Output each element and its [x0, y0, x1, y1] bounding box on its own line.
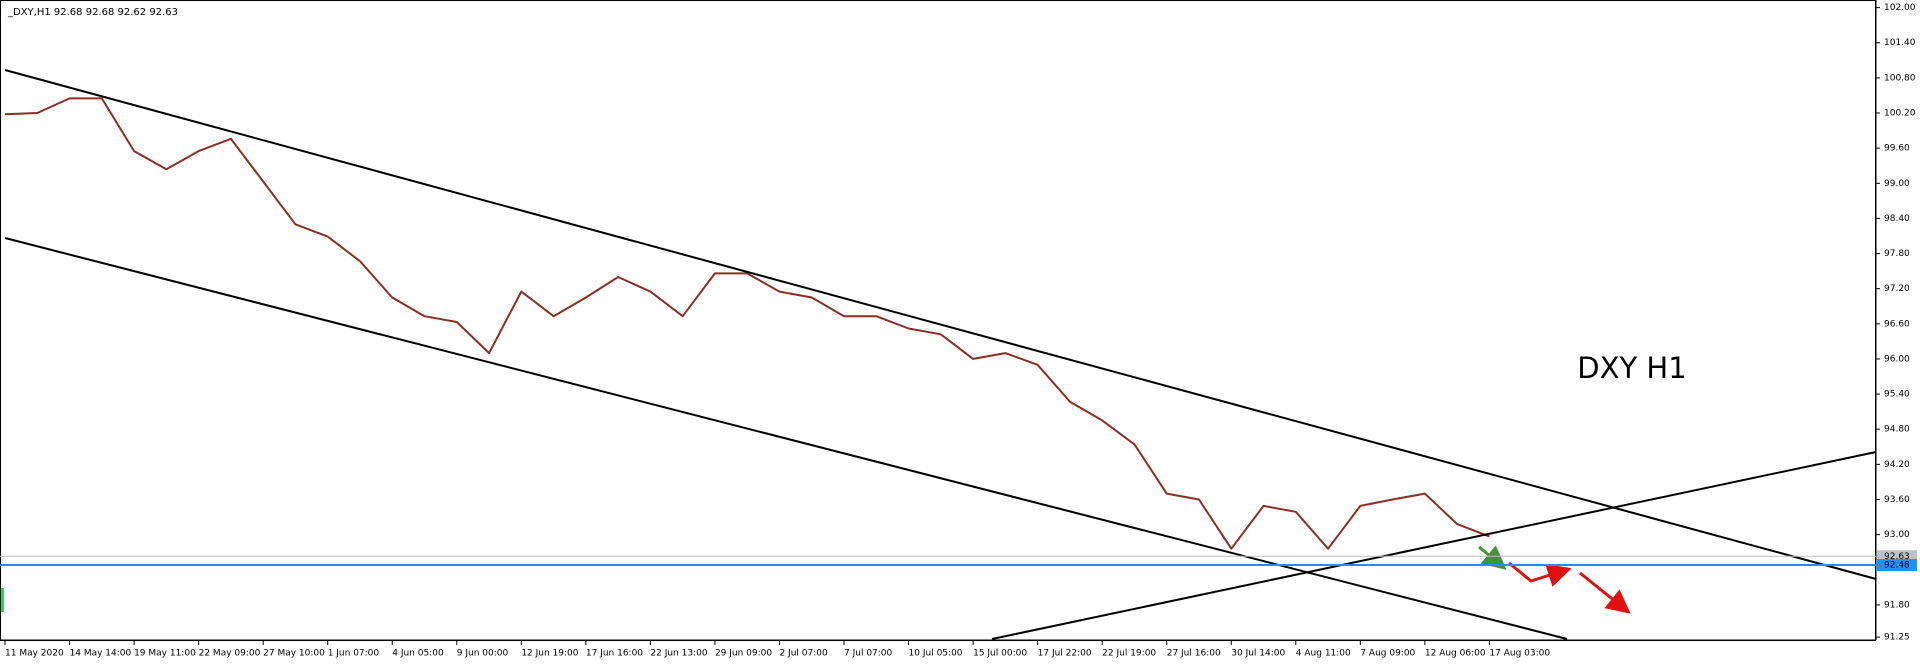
x-tick-label: 30 Jul 14:00 [1231, 649, 1285, 659]
y-tick-label: 99.60 [1884, 144, 1910, 154]
y-tick-label: 94.20 [1884, 460, 1910, 470]
x-tick-label: 22 Jul 19:00 [1102, 649, 1156, 659]
x-tick-label: 17 Jul 22:00 [1038, 649, 1092, 659]
x-tick-label: 27 May 10:00 [263, 649, 325, 659]
x-tick-label: 15 Jul 00:00 [973, 649, 1027, 659]
x-tick-label: 17 Aug 03:00 [1489, 649, 1550, 659]
x-tick-label: 12 Aug 06:00 [1425, 649, 1486, 659]
x-tick-label: 2 Jul 07:00 [779, 649, 828, 659]
x-tick-label: 22 Jun 13:00 [650, 649, 707, 659]
x-tick-label: 17 Jun 16:00 [586, 649, 643, 659]
y-tick-label: 99.00 [1884, 179, 1910, 189]
price-label: 92.63 [1884, 552, 1910, 562]
x-tick-label: 22 May 09:00 [199, 649, 261, 659]
x-tick-label: 14 May 14:00 [70, 649, 132, 659]
y-tick-label: 91.80 [1884, 600, 1910, 610]
x-tick-label: 19 May 11:00 [134, 649, 196, 659]
plot-frame [0, 0, 1876, 641]
y-tick-label: 101.40 [1884, 38, 1916, 48]
x-tick-label: 10 Jul 05:00 [909, 649, 963, 659]
x-tick-label: 7 Aug 09:00 [1360, 649, 1415, 659]
y-tick-label: 100.20 [1884, 109, 1916, 119]
x-tick-label: 29 Jun 09:00 [715, 649, 772, 659]
x-tick-label: 11 May 2020 [5, 649, 64, 659]
trend-line [991, 451, 1877, 640]
price-label-box [1877, 559, 1917, 572]
arrow [1508, 561, 1572, 587]
x-tick-label: 7 Jul 07:00 [844, 649, 893, 659]
x-tick-label: 9 Jun 00:00 [457, 649, 509, 659]
y-tick-label: 97.20 [1884, 284, 1910, 294]
y-tick-label: 97.80 [1884, 249, 1910, 259]
arrow [1579, 571, 1631, 614]
x-tick-label: 4 Aug 11:00 [1296, 649, 1351, 659]
y-tick-label: 93.60 [1884, 495, 1910, 505]
x-tick-label: 12 Jun 19:00 [521, 649, 578, 659]
y-tick-label: 100.80 [1884, 73, 1916, 83]
y-tick-label: 96.60 [1884, 319, 1910, 329]
edge-marker [0, 588, 4, 612]
price-label: 92.48 [1884, 561, 1910, 571]
annotation: DXY H1 [1577, 351, 1686, 385]
price-line-series [4, 97, 1490, 550]
y-tick-label: 91.25 [1884, 633, 1910, 643]
x-tick-label: 27 Jul 16:00 [1167, 649, 1221, 659]
y-tick-label: 98.40 [1884, 214, 1910, 224]
y-tick-label: 102.00 [1884, 3, 1916, 13]
chart-title: _DXY,H1 92.68 92.68 92.62 92.63 [7, 7, 178, 18]
plot-area [4, 97, 1490, 550]
y-tick-label: 94.80 [1884, 425, 1910, 435]
x-tick-label: 4 Jun 05:00 [392, 649, 444, 659]
y-tick-label: 96.00 [1884, 354, 1910, 364]
trend-line [4, 69, 1877, 580]
y-tick-label: 93.00 [1884, 530, 1910, 540]
y-tick-label: 95.40 [1884, 390, 1910, 400]
x-tick-label: 1 Jun 07:00 [328, 649, 380, 659]
